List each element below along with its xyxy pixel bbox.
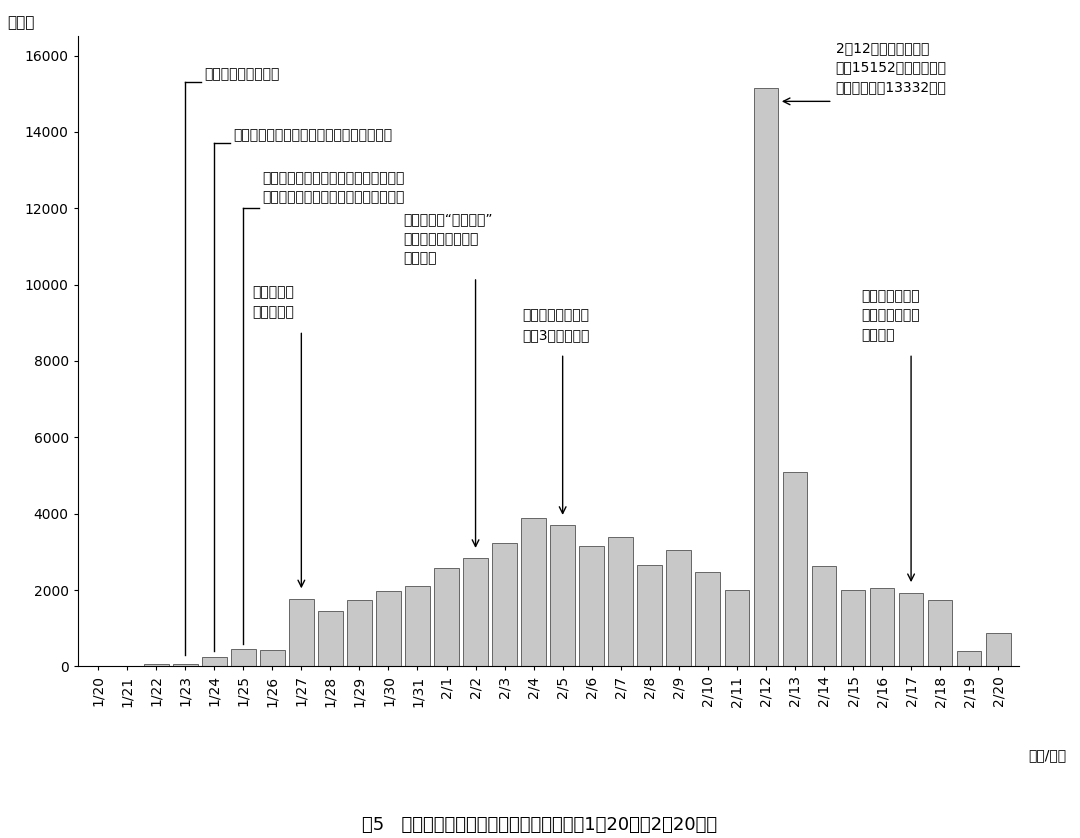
Bar: [666, 550, 691, 666]
Bar: [812, 566, 836, 666]
Bar: [260, 649, 285, 666]
Text: 武汉市关闭离汉通道: 武汉市关闭离汉通道: [204, 67, 280, 81]
Bar: [869, 588, 894, 666]
Text: （月/日）: （月/日）: [1028, 748, 1066, 763]
Bar: [144, 665, 168, 666]
Bar: [231, 649, 256, 666]
Text: 从军地调集国家医疗队驰援湖北省、武汉市: 从军地调集国家医疗队驰援湖北省、武汉市: [233, 128, 392, 142]
Bar: [463, 558, 488, 666]
Bar: [289, 599, 313, 666]
Bar: [434, 567, 459, 666]
Text: 图5   中国境内新冠肌炎新增确诊病例情况（1月20日至2月20日）: 图5 中国境内新冠肌炎新增确诊病例情况（1月20日至2月20日）: [363, 816, 717, 834]
Bar: [899, 592, 923, 666]
Bar: [928, 600, 953, 666]
Bar: [522, 518, 546, 666]
Bar: [696, 572, 720, 666]
Bar: [957, 651, 982, 666]
Bar: [579, 546, 604, 666]
Bar: [986, 633, 1011, 666]
Bar: [725, 589, 750, 666]
Text: 2月12日报告新增确诊
病例15152例（含湖北省
临床诊断病例13332例）: 2月12日报告新增确诊 病例15152例（含湖北省 临床诊断病例13332例）: [836, 41, 946, 94]
Bar: [492, 543, 517, 666]
Text: 武汉市部署“四类人员”
分类集中管理，开展
拉网排查: 武汉市部署“四类人员” 分类集中管理，开展 拉网排查: [403, 213, 492, 266]
Text: 中共中央成立应对疫情工作领导小组，
决定向湖北等疫情严重地区派出指导组: 中共中央成立应对疫情工作领导小组， 决定向湖北等疫情严重地区派出指导组: [262, 171, 405, 204]
Bar: [608, 536, 633, 666]
Bar: [405, 587, 430, 666]
Bar: [173, 664, 198, 666]
Bar: [202, 656, 227, 666]
Bar: [840, 590, 865, 666]
Text: 武汉市建成并启用
首扙3家方舱医院: 武汉市建成并启用 首扙3家方舱医院: [522, 308, 590, 342]
Bar: [783, 472, 807, 666]
Text: （例）: （例）: [8, 15, 35, 30]
Bar: [376, 591, 401, 666]
Bar: [347, 600, 372, 666]
Text: 新增出院病例数
开始超过新增确
诊病例数: 新增出院病例数 开始超过新增确 诊病例数: [862, 289, 920, 342]
Bar: [754, 88, 779, 666]
Bar: [551, 525, 575, 666]
Bar: [637, 565, 662, 666]
Text: 中央指导组
进驻武汉市: 中央指导组 进驻武汉市: [252, 286, 294, 319]
Bar: [318, 611, 342, 666]
